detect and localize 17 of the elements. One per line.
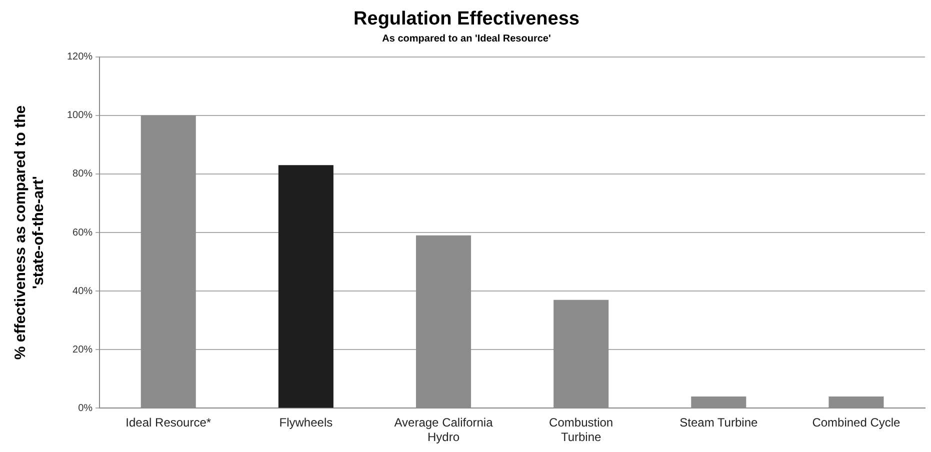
y-tick-label: 20%: [72, 344, 93, 356]
y-tick-label: 60%: [72, 227, 93, 238]
chart-title: Regulation Effectiveness: [354, 8, 580, 30]
x-tick-label: Flywheels: [279, 416, 333, 430]
x-tick-label: Average California Hydro: [394, 416, 494, 444]
x-tick-label: Steam Turbine: [680, 416, 758, 430]
y-axis-title: % effectiveness as compared to the 'state-of-the-art': [12, 105, 48, 360]
y-tick-label: 120%: [67, 52, 93, 63]
x-tick-label: Ideal Resource*: [126, 416, 212, 430]
chart-subtitle: As compared to an 'Ideal Resource': [382, 34, 551, 45]
x-tick-label: Combustion Turbine: [549, 416, 614, 444]
x-tick-label: Combined Cycle: [812, 416, 901, 430]
bar: [278, 165, 334, 408]
y-tick-label: 80%: [72, 168, 93, 180]
y-tick-label: 0%: [78, 402, 93, 414]
y-tick-label: 100%: [67, 110, 93, 122]
y-tick-label: 40%: [72, 286, 93, 297]
